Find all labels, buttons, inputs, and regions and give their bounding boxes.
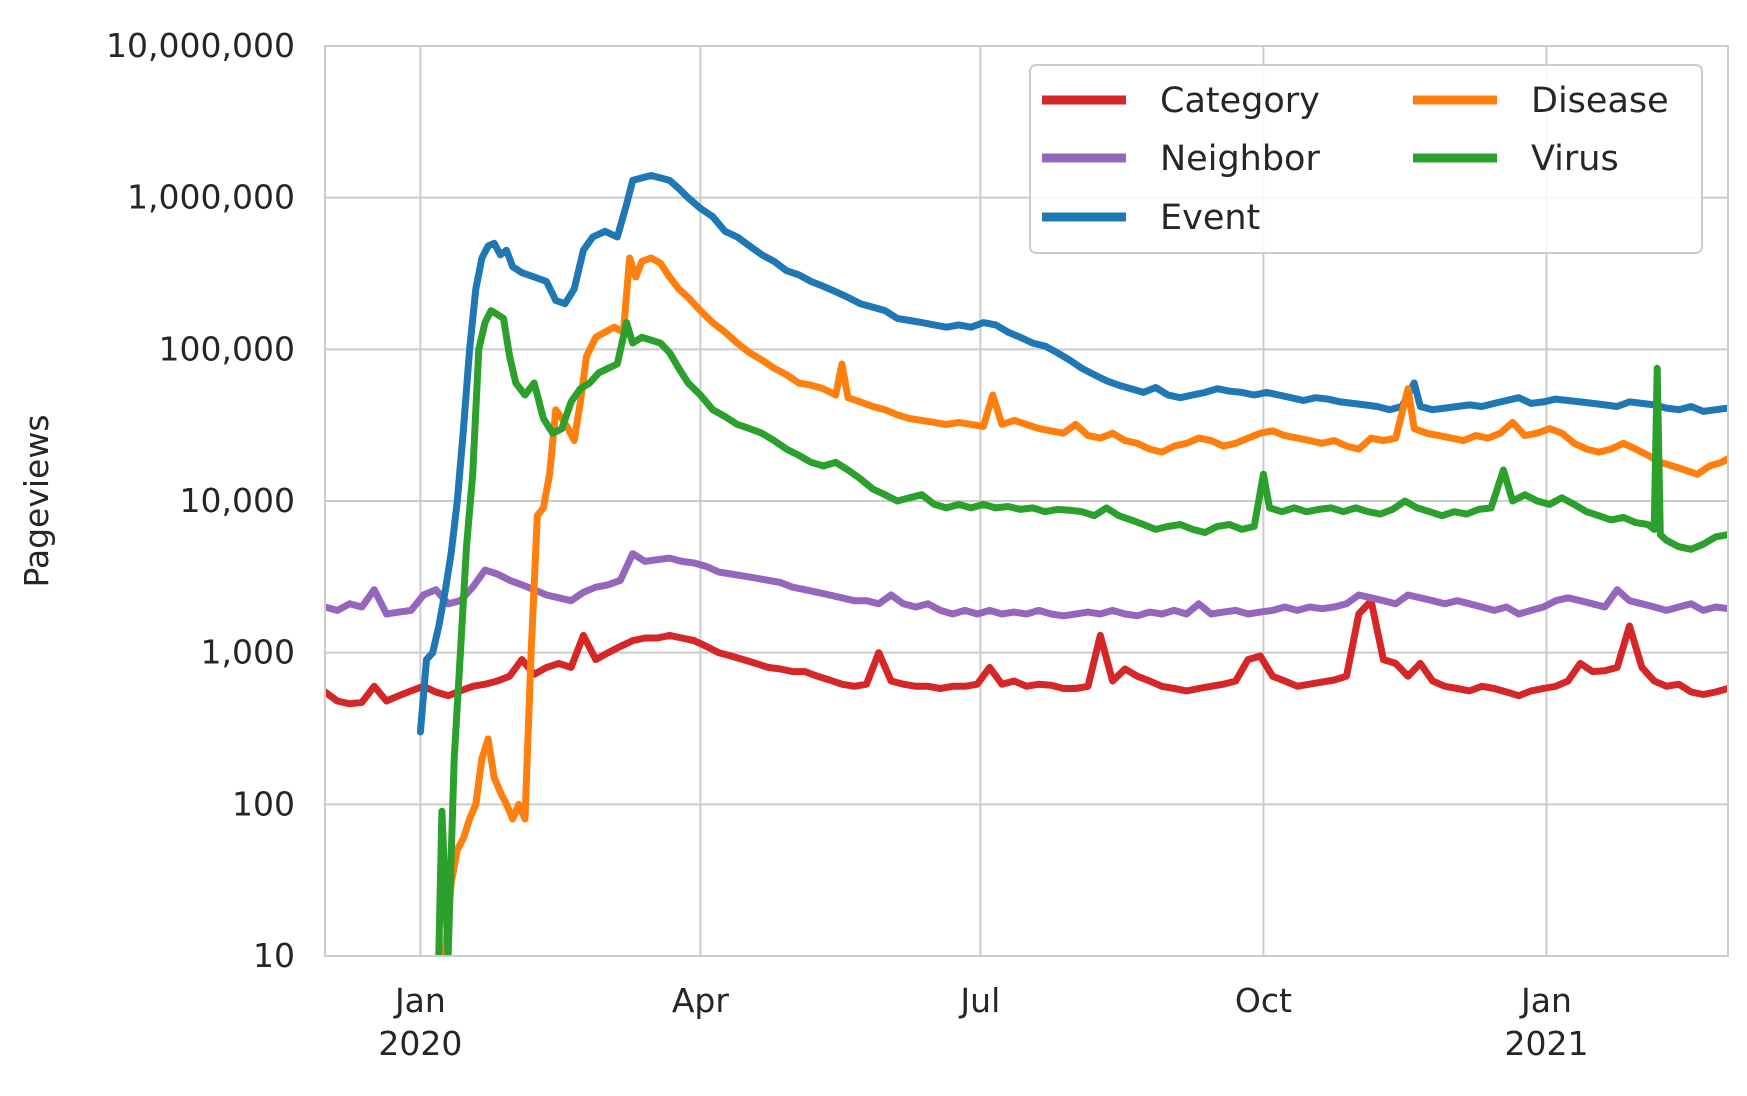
x-tick-sublabel: 2021 xyxy=(1504,1024,1588,1063)
x-tick-label: Jul xyxy=(958,981,1000,1020)
y-tick-label: 100 xyxy=(232,784,295,823)
y-tick-label: 100,000 xyxy=(159,329,295,368)
y-tick-label: 1,000,000 xyxy=(127,178,295,217)
series-lines xyxy=(325,172,1728,956)
y-axis-label: Pageviews xyxy=(17,414,56,587)
y-axis-ticks: 10 100 1,000 10,000 100,000 1,000,000 10,000,0… xyxy=(106,26,295,975)
legend-label-category: Category xyxy=(1160,81,1320,121)
legend: Category Neighbor Event Disease Virus xyxy=(1029,64,1703,254)
x-tick-label: Jan xyxy=(393,981,446,1020)
x-tick-label: Jan xyxy=(1519,981,1572,1020)
legend-box xyxy=(1029,64,1703,254)
x-tick-sublabel: 2020 xyxy=(378,1024,462,1063)
x-tick-label: Apr xyxy=(672,981,730,1020)
legend-label-virus: Virus xyxy=(1531,139,1619,179)
series-line-category xyxy=(325,597,1728,708)
y-tick-label: 10 xyxy=(253,936,295,975)
x-axis-ticks: Jan 2020 Apr Jul Oct Jan 2021 xyxy=(378,981,1588,1063)
y-tick-label: 10,000 xyxy=(180,481,295,520)
y-tick-label: 10,000,000 xyxy=(106,26,295,65)
legend-label-neighbor: Neighbor xyxy=(1160,139,1320,179)
legend-label-disease: Disease xyxy=(1531,81,1669,121)
series-line-disease xyxy=(441,254,1728,956)
legend-label-event: Event xyxy=(1160,198,1260,238)
plot-frame xyxy=(324,45,1729,957)
x-tick-label: Oct xyxy=(1235,981,1292,1020)
y-tick-label: 1,000 xyxy=(201,633,295,672)
series-line-virus xyxy=(435,307,1728,956)
series-line-neighbor xyxy=(325,550,1728,620)
series-line-event xyxy=(416,172,1728,736)
